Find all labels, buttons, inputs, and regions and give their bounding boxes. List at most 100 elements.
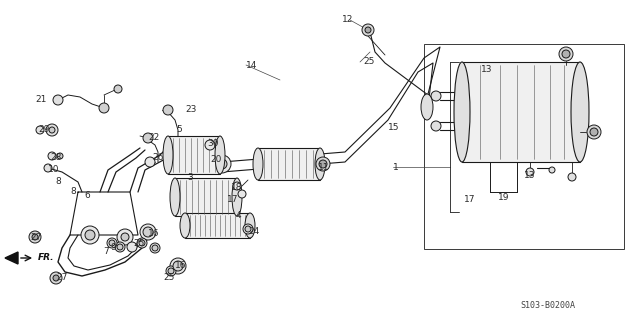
Bar [168,136,220,174]
Circle shape [99,103,109,113]
Circle shape [36,126,44,134]
Text: 1: 1 [393,162,399,172]
Circle shape [245,226,251,232]
Circle shape [107,238,117,248]
Circle shape [32,234,38,240]
Ellipse shape [245,213,255,238]
Ellipse shape [163,136,173,174]
Bar [462,62,580,162]
Text: 16: 16 [175,261,186,270]
Circle shape [46,124,58,136]
Circle shape [53,95,63,105]
Text: 14: 14 [246,61,257,70]
Circle shape [140,224,156,240]
Bar [424,44,624,249]
Circle shape [49,127,55,133]
Circle shape [362,24,374,36]
Circle shape [143,227,153,237]
Text: 11: 11 [318,164,330,173]
Circle shape [431,121,441,131]
Text: 13: 13 [524,170,536,180]
Circle shape [168,268,174,274]
Ellipse shape [454,62,470,162]
Text: 17: 17 [227,196,239,204]
Text: 16: 16 [148,229,159,239]
Circle shape [205,140,215,150]
Circle shape [85,230,95,240]
Circle shape [48,152,56,160]
Text: 22: 22 [148,133,159,143]
Text: 21: 21 [35,95,46,105]
Text: 20: 20 [210,155,221,165]
Circle shape [213,155,231,173]
Circle shape [365,27,371,33]
Text: 7: 7 [103,248,109,256]
Circle shape [173,261,183,271]
Circle shape [117,244,123,250]
Text: FR.: FR. [38,254,54,263]
Text: S103-B0200A: S103-B0200A [520,300,575,309]
Circle shape [44,164,52,172]
Circle shape [590,128,598,136]
Circle shape [238,190,246,198]
Circle shape [115,242,125,252]
Text: 24: 24 [248,227,259,236]
Text: 15: 15 [388,122,399,131]
Ellipse shape [315,148,325,180]
Circle shape [163,105,173,115]
Text: 28: 28 [50,152,61,161]
Text: 19: 19 [498,194,509,203]
Circle shape [217,159,227,169]
Text: 3: 3 [187,173,193,182]
Circle shape [29,231,41,243]
Text: 17: 17 [464,196,476,204]
Circle shape [233,182,241,190]
Circle shape [150,243,160,253]
Text: 8: 8 [70,188,76,197]
Ellipse shape [253,148,263,180]
Text: 23: 23 [185,106,196,115]
Text: 27: 27 [30,233,42,241]
Circle shape [316,157,330,171]
Circle shape [152,245,158,251]
Circle shape [243,224,253,234]
Circle shape [431,91,441,101]
Text: 12: 12 [342,16,353,25]
Circle shape [143,133,153,143]
Circle shape [568,173,576,181]
Text: 25: 25 [163,273,174,283]
Text: 10: 10 [48,166,60,174]
Text: 29: 29 [38,125,49,135]
Circle shape [121,233,129,241]
Circle shape [587,125,601,139]
Circle shape [109,240,115,246]
Ellipse shape [180,213,190,238]
Circle shape [114,85,122,93]
Text: 5: 5 [176,125,182,135]
Bar [185,213,250,238]
Bar [258,148,320,180]
Circle shape [549,167,555,173]
Text: 27: 27 [56,273,67,283]
Ellipse shape [232,178,242,216]
Circle shape [170,258,186,274]
Text: 25: 25 [133,239,145,248]
Polygon shape [5,252,18,264]
Ellipse shape [215,136,225,174]
Bar [175,178,237,216]
Text: 8: 8 [55,177,61,187]
Text: 9: 9 [110,242,116,251]
Circle shape [562,50,570,58]
Circle shape [53,275,59,281]
Text: 18: 18 [231,183,243,192]
Ellipse shape [421,94,433,120]
Circle shape [137,238,147,248]
Text: 6: 6 [84,190,90,199]
Circle shape [57,153,63,159]
Circle shape [526,168,534,176]
Circle shape [139,240,145,246]
Ellipse shape [571,62,589,162]
Circle shape [319,160,327,168]
Circle shape [117,229,133,245]
Circle shape [166,266,176,276]
